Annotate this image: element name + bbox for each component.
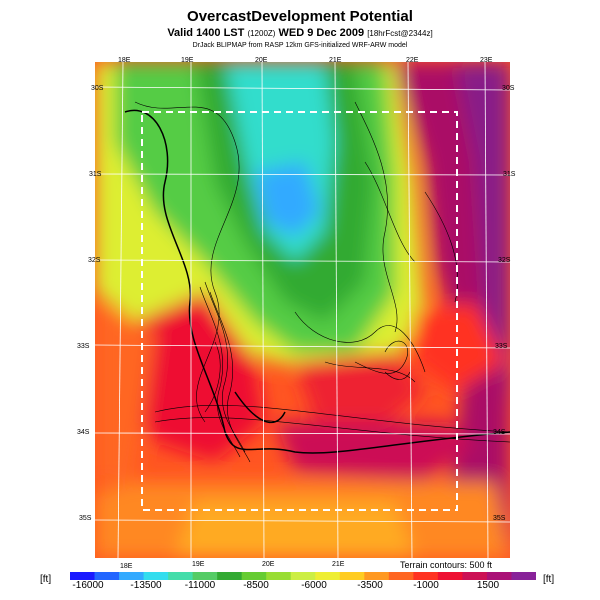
map-subtitle: Valid 1400 LST (1200Z) WED 9 Dec 2009 [1… [0,27,600,39]
lat-label-left-33s: 33S [77,343,90,350]
colorbar-swatch [94,572,120,580]
lat-label-right-34s: 34S [493,429,506,436]
colorbar-swatch [290,572,316,580]
colorbar-tick-label: -3500 [357,580,383,591]
valid-date: WED 9 Dec 2009 [278,27,365,39]
inner-domain-boundary [141,111,458,511]
colorbar-swatch [364,572,390,580]
colorbar-swatch [192,572,218,580]
colorbar-swatch [168,572,194,580]
lat-label-left-30s: 30S [91,85,104,92]
lat-label-right-33s: 33S [495,343,508,350]
lon-label-bottom-19e: 19E [192,561,205,568]
lat-label-left-32s: 32S [88,257,101,264]
colorbar-tick-label: -1000 [413,580,439,591]
lon-label-top-22e: 22E [406,57,419,64]
colorbar-swatch [413,572,439,580]
colorbar-swatch [315,572,341,580]
lat-label-right-30s: 30S [502,85,515,92]
colorbar-swatch [486,572,512,580]
lon-label-top-23e: 23E [480,57,493,64]
colorbar-swatch [462,572,488,580]
lat-label-right-32s: 32S [498,257,511,264]
colorbar-tick-label: 1500 [476,580,500,591]
forecast-hour: [18hrFcst@2344z] [367,29,433,38]
utc-time: (1200Z) [247,29,276,38]
lon-label-bottom-20e: 20E [262,561,275,568]
colorbar-swatch [119,572,145,580]
lon-label-top-18e: 18E [118,57,131,64]
colorbar-swatch [241,572,267,580]
lat-label-right-31s: 31S [503,171,516,178]
forecast-map [95,62,510,558]
model-description: DrJack BLIPMAP from RASP 12km GFS-initia… [192,42,408,49]
colorbar-swatch [266,572,292,580]
lat-label-right-35s: 35S [493,515,506,522]
lat-lon-grid [95,62,510,558]
colorbar-tick-label: -6000 [301,580,327,591]
colorbar-swatch [70,572,96,580]
map-title: OvercastDevelopment Potential [187,8,413,25]
lon-label-top-21e: 21E [329,57,342,64]
lon-label-bottom-18e: 18E [120,563,133,570]
colorbar-swatch [217,572,243,580]
lat-label-left-35s: 35S [79,515,92,522]
lat-label-left-31s: 31S [89,171,102,178]
lat-label-left-34s: 34S [77,429,90,436]
colorbar-unit-left: [ft] [40,574,52,585]
lon-label-bottom-21e: 21E [332,561,345,568]
lon-label-top-19e: 19E [181,57,194,64]
colorbar-swatch [143,572,169,580]
colorbar-tick-label: -16000 [72,580,104,591]
colorbar-tick-label: -8500 [243,580,269,591]
colorbar-swatch [339,572,365,580]
colorbar-swatch [511,572,536,580]
terrain-contour-note: Terrain contours: 500 ft [400,560,493,570]
colorbar [70,572,536,580]
valid-time: Valid 1400 LST [167,27,245,39]
colorbar-unit-right: [ft] [543,574,555,585]
colorbar-tick-label: -11000 [184,580,216,591]
colorbar-tick-label: -13500 [130,580,162,591]
lon-label-top-20e: 20E [255,57,268,64]
colorbar-swatch [388,572,414,580]
colorbar-swatch [437,572,463,580]
terrain-contours [134,101,510,463]
forecast-field [95,62,510,558]
